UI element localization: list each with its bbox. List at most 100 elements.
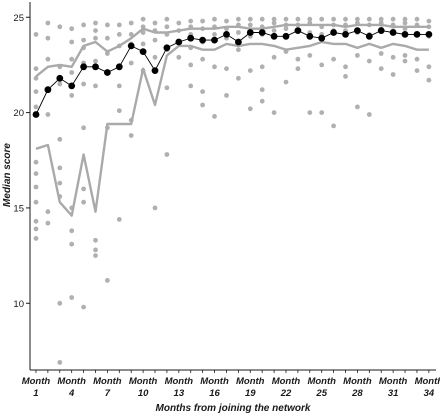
scatter-point xyxy=(188,83,194,89)
scatter-point xyxy=(81,22,86,28)
scatter-point xyxy=(164,24,170,30)
median-point xyxy=(401,31,409,38)
scatter-point xyxy=(128,32,134,37)
scatter-point xyxy=(57,24,63,30)
scatter-point xyxy=(69,93,75,98)
scatter-point xyxy=(283,79,289,85)
scatter-point xyxy=(283,26,289,32)
scatter-point xyxy=(188,18,194,24)
scatter-point xyxy=(355,53,360,58)
scatter-point xyxy=(378,51,384,56)
scatter-point xyxy=(259,98,265,104)
x-tick-label-number: 34 xyxy=(424,388,435,399)
scatter-point xyxy=(116,217,122,222)
x-tick-label-number: 19 xyxy=(245,388,256,399)
scatter-point xyxy=(236,47,241,53)
scatter-point xyxy=(426,18,432,24)
median-point xyxy=(44,86,52,94)
scatter-point xyxy=(283,16,289,22)
axes xyxy=(29,2,436,371)
scatter-point xyxy=(33,89,39,94)
lower-band-line xyxy=(35,40,429,217)
scatter-point xyxy=(152,20,158,26)
scatter-point xyxy=(343,74,348,79)
scatter-point xyxy=(57,360,63,365)
scatter-point xyxy=(224,66,229,72)
scatter-point xyxy=(140,41,146,47)
x-tick-label-number: 7 xyxy=(105,388,111,399)
median-point xyxy=(306,32,314,40)
scatter-point xyxy=(366,16,372,22)
x-tick-label-word: Month xyxy=(165,376,194,387)
median-point xyxy=(354,27,361,34)
median-point xyxy=(115,63,123,71)
median-point xyxy=(56,74,64,82)
x-tick-label-word: Month xyxy=(343,376,372,387)
scatter-point xyxy=(164,85,170,91)
scatter-point xyxy=(57,136,63,142)
x-tick-label-word: Month xyxy=(307,376,336,387)
x-tick-label-word: Month xyxy=(415,376,440,387)
scatter-point xyxy=(33,66,39,72)
scatter-point xyxy=(212,64,217,70)
scatter-point xyxy=(128,60,134,66)
scatter-point xyxy=(295,66,301,72)
scatter-point xyxy=(45,20,51,26)
y-tick-label: 15 xyxy=(13,203,24,214)
scatter-point xyxy=(33,159,39,165)
scatter-point xyxy=(224,18,229,24)
scatter-point xyxy=(45,209,51,215)
scatter-point xyxy=(355,104,360,110)
x-tick-label-number: 4 xyxy=(68,388,75,399)
scatter-point xyxy=(378,66,384,72)
scatter-point xyxy=(81,199,86,205)
scatter-point xyxy=(45,220,51,226)
scatter-point xyxy=(33,184,39,190)
x-tick-label-number: 10 xyxy=(138,388,149,399)
y-tick-label: 20 xyxy=(13,108,24,119)
scatter-point xyxy=(105,22,110,28)
scatter-point xyxy=(93,253,98,258)
scatter-point xyxy=(116,32,122,37)
scatter-point xyxy=(426,64,432,70)
scatter-point xyxy=(200,18,206,24)
scatter-point xyxy=(319,62,325,68)
median-point xyxy=(342,31,349,38)
scatter-point xyxy=(247,106,253,112)
scatter-point xyxy=(93,237,98,243)
x-tick-label-word: Month xyxy=(93,376,122,387)
scatter-point xyxy=(105,35,110,41)
scatter-point xyxy=(271,28,277,33)
x-ticks: Month1Month4Month7Month10Month13Month16M… xyxy=(22,370,440,399)
scatter-point xyxy=(414,16,420,22)
scatter-point xyxy=(69,241,75,247)
median-point xyxy=(365,32,373,40)
scatter-point xyxy=(164,16,170,22)
scatter-point xyxy=(366,112,372,117)
x-tick-label-word: Month xyxy=(22,376,51,387)
x-tick-label-number: 31 xyxy=(388,388,399,399)
scatter-point xyxy=(116,108,122,114)
median-point xyxy=(163,44,171,52)
scatter-point xyxy=(33,218,39,224)
median-point xyxy=(139,48,147,55)
median-point xyxy=(223,31,230,38)
x-tick-label-word: Month xyxy=(236,376,265,387)
scatter-point xyxy=(45,112,51,117)
scatter-point xyxy=(224,93,229,98)
scatter-point xyxy=(402,58,408,64)
scatter-point xyxy=(247,16,253,22)
scatter-point xyxy=(295,16,301,22)
scatter-point xyxy=(355,16,360,22)
scatter-point xyxy=(319,110,325,115)
scatter-point xyxy=(81,81,86,87)
scatter-point xyxy=(236,75,241,81)
x-tick-label-word: Month xyxy=(379,376,408,387)
x-tick-label-word: Month xyxy=(129,376,158,387)
scatter-point xyxy=(200,89,206,94)
median-point xyxy=(235,38,242,46)
scatter-point xyxy=(390,54,396,60)
scatter-point xyxy=(93,35,98,41)
scatter-point xyxy=(212,16,217,22)
scatter-point xyxy=(116,83,122,89)
